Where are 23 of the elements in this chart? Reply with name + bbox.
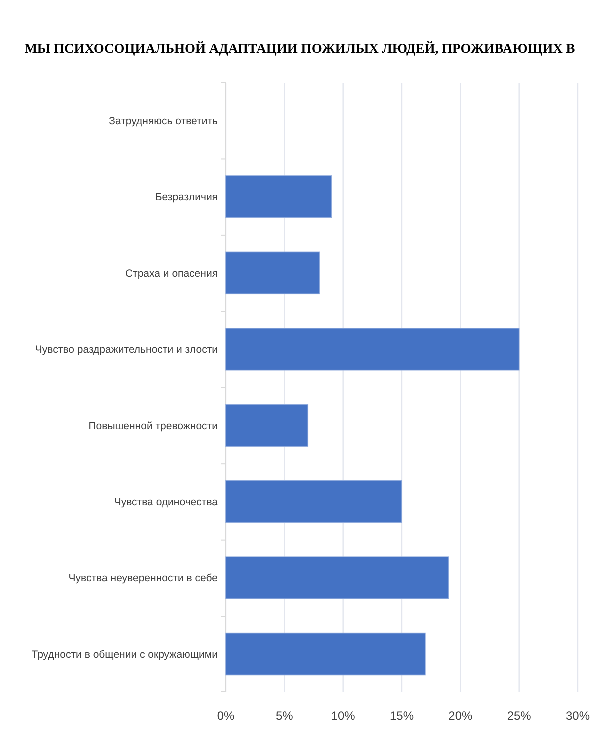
- chart-title: МЫ ПСИХОСОЦИАЛЬНОЙ АДАПТАЦИИ ПОЖИЛЫХ ЛЮДЕЙ, ПРОЖИВАЮЩИХ В: [24, 41, 576, 56]
- bar: [226, 632, 426, 676]
- x-tick-label: 20%: [448, 709, 473, 723]
- y-tick-label: Чувство раздражительности и злости: [35, 344, 218, 356]
- x-tick-label: 30%: [566, 709, 590, 723]
- x-tick-label: 0%: [217, 709, 235, 723]
- x-tick-label: 25%: [507, 709, 532, 723]
- bar: [226, 480, 402, 524]
- bar: [226, 252, 320, 295]
- y-tick-label: Чувства неуверенности в себе: [68, 572, 218, 585]
- x-tick-label: 15%: [390, 709, 414, 723]
- y-tick-label: Безразличия: [155, 192, 218, 204]
- y-tick-label: Затрудняюсь ответить: [109, 115, 219, 128]
- y-tick-label: Трудности в общении с окружающими: [32, 648, 218, 661]
- x-tick-label: 10%: [331, 709, 356, 723]
- bar: [226, 404, 309, 447]
- x-tick-label: 5%: [276, 709, 294, 723]
- y-tick-label: Повышенной тревожности: [88, 420, 218, 432]
- bar: [226, 556, 450, 600]
- bar: [226, 176, 332, 218]
- bar: [226, 328, 520, 371]
- y-tick-label: Страха и опасения: [125, 268, 218, 280]
- y-tick-label: Чувства одиночества: [114, 496, 218, 509]
